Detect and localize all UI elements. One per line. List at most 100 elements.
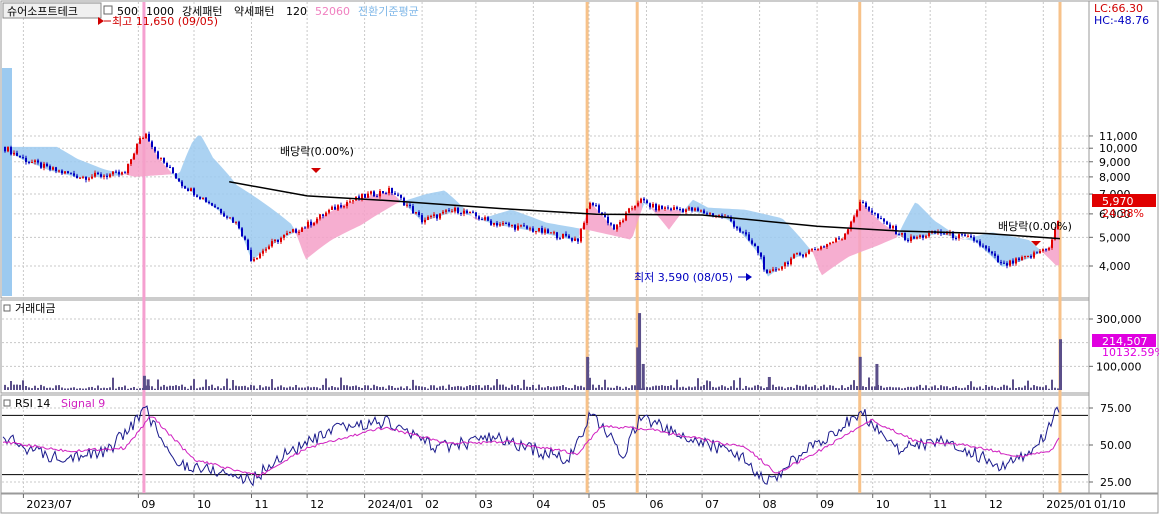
candle-down (196, 195, 198, 197)
chart-header: 슈어소프트테크 500 1000 강세패턴 약세패턴 120 52060 전환기준평균 (2, 2, 419, 19)
candle-up (415, 212, 417, 214)
volume-bar (64, 388, 66, 390)
left-volume-profile-bar (2, 68, 12, 296)
cloud-segment (783, 219, 786, 266)
volume-bar (700, 386, 702, 390)
cloud-segment (303, 226, 306, 260)
rsi-settings-icon[interactable] (3, 399, 11, 407)
candle-up (346, 202, 348, 207)
cloud-segment (861, 203, 864, 252)
candle-down (610, 223, 612, 225)
volume-bar (1012, 379, 1014, 390)
candle-up (433, 214, 435, 216)
candle-down (556, 232, 558, 239)
cloud-segment (201, 135, 204, 201)
candle-down (922, 235, 924, 238)
volume-bar (304, 387, 306, 390)
cloud-segment (360, 198, 363, 226)
candle-down (106, 175, 108, 177)
volume-bar (52, 388, 54, 390)
volume-bar (862, 386, 864, 390)
volume-bar (817, 388, 819, 390)
cloud-segment (390, 191, 393, 208)
volume-bar (187, 388, 189, 390)
signal-line (2, 416, 1060, 478)
volume-bar (457, 385, 459, 390)
cloud-segment (81, 160, 84, 179)
candle-up (535, 231, 537, 233)
volume-bar (652, 386, 654, 390)
volume-bar (724, 386, 726, 390)
candle-down (775, 269, 777, 271)
stock-name-box[interactable] (2, 2, 102, 19)
volume-bar (1015, 387, 1017, 390)
volume-bar (1027, 380, 1029, 390)
candle-down (592, 202, 594, 206)
volume-spike-bar (638, 313, 642, 390)
candle-down (358, 196, 360, 199)
candle-down (472, 211, 474, 213)
rsi-title: RSI 14 (15, 397, 50, 410)
volume-bar (1003, 384, 1005, 390)
volume-bar (1021, 387, 1023, 390)
candle-down (838, 238, 840, 240)
cloud-segment (759, 212, 762, 262)
candle-down (979, 241, 981, 246)
volume-bar (664, 385, 666, 390)
last-price: 5,970 (1102, 195, 1134, 208)
volume-bar (994, 387, 996, 390)
volume-bar (670, 385, 672, 390)
volume-bar (430, 385, 432, 390)
x-tick-label: 01/10 (1094, 498, 1126, 511)
candle-up (343, 206, 345, 208)
volume-bar (742, 388, 744, 390)
cloud-segment (630, 207, 633, 240)
candle-down (754, 243, 756, 247)
candle-up (1021, 256, 1023, 261)
cloud-segment (798, 234, 801, 257)
cloud-segment (393, 193, 396, 206)
volume-bar (661, 385, 663, 390)
candle-up (694, 208, 696, 211)
candle-down (1012, 260, 1014, 264)
volume-bar (163, 384, 165, 390)
candle-down (733, 221, 735, 227)
cloud-segment (1011, 236, 1014, 265)
cloud-segment (966, 238, 969, 241)
candle-down (205, 197, 207, 202)
price-tick-label: 8,000 (1099, 171, 1131, 184)
volume-bar (853, 380, 855, 390)
candle-down (961, 234, 963, 236)
volume-panel[interactable] (0, 299, 1090, 394)
candle-down (85, 176, 87, 180)
candle-up (892, 226, 894, 229)
candle-down (409, 204, 411, 207)
cloud-segment (384, 192, 387, 211)
volume-bar (730, 386, 732, 390)
candle-down (184, 186, 186, 189)
cloud-segment (195, 135, 198, 197)
cloud-segment (27, 146, 30, 163)
volume-bar (775, 386, 777, 390)
cloud-segment (324, 213, 327, 246)
volume-bar (328, 387, 330, 390)
volume-bar (1006, 385, 1008, 390)
price-tick-label: 5,000 (1099, 231, 1131, 244)
candle-up (817, 249, 819, 251)
high-label: 최고 11,650 (09/05) (112, 15, 218, 28)
volume-bar (694, 386, 696, 390)
candle-down (436, 214, 438, 219)
volume-bar (781, 386, 783, 390)
settings-icon[interactable] (103, 5, 113, 15)
price-panel[interactable] (0, 0, 1090, 299)
cloud-segment (441, 190, 444, 216)
cloud-segment (768, 214, 771, 277)
cloud-segment (741, 209, 744, 237)
volume-settings-icon[interactable] (3, 304, 11, 312)
lc-badge: LC:66.30 (1094, 2, 1143, 15)
candle-down (460, 213, 462, 215)
candle-down (418, 212, 420, 216)
cloud-segment (651, 207, 654, 212)
cloud-segment (63, 150, 66, 175)
